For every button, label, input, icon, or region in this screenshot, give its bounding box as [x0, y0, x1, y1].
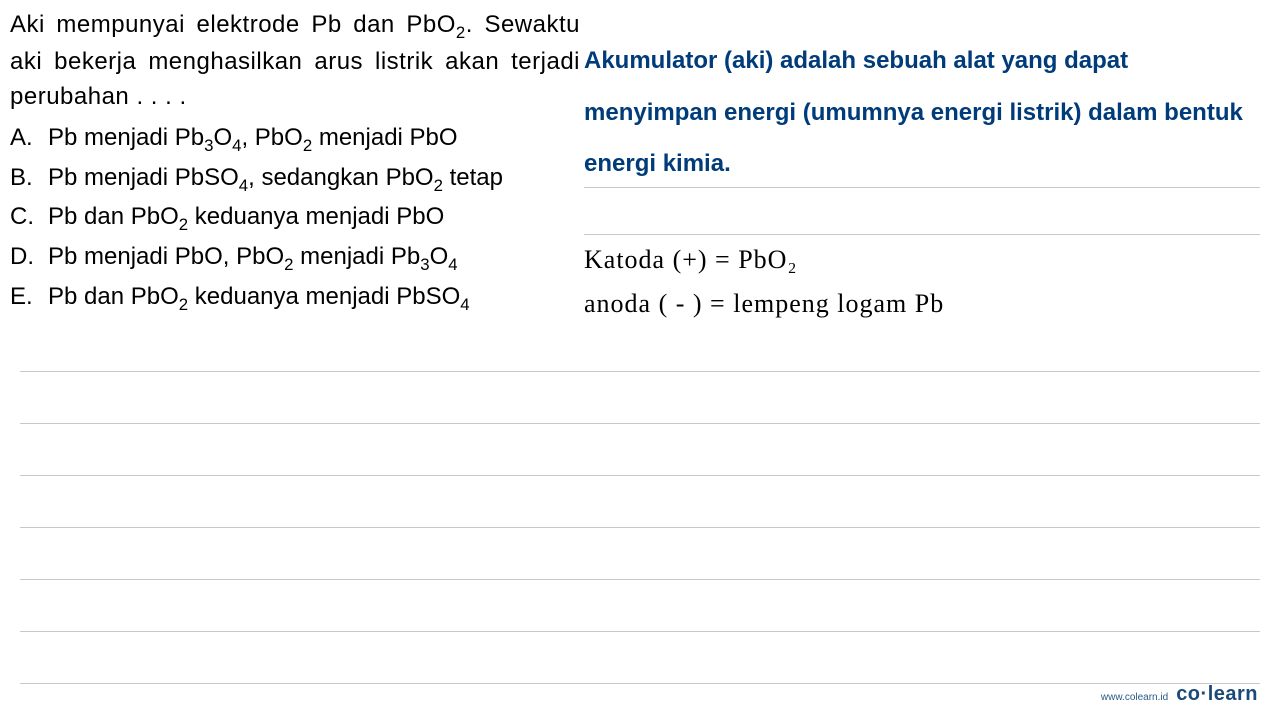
option-letter: C. — [10, 198, 48, 235]
rule-line — [20, 579, 1260, 580]
rule-line — [20, 475, 1260, 476]
explanation-column: Akumulator (aki) adalah sebuah alat yang… — [584, 35, 1254, 190]
footer: www.colearn.id co·learn — [1101, 683, 1258, 706]
option-a: A. Pb menjadi Pb3O4, PbO2 menjadi PbO — [10, 119, 580, 159]
rule-line — [584, 234, 1260, 235]
page-root: Aki mempunyai elektrode Pb dan PbO2. Sew… — [0, 0, 1280, 720]
footer-url: www.colearn.id — [1101, 692, 1168, 703]
rule-line — [20, 527, 1260, 528]
option-e: E. Pb dan PbO2 keduanya menjadi PbSO4 — [10, 278, 580, 318]
option-letter: E. — [10, 278, 48, 315]
option-letter: A. — [10, 119, 48, 156]
option-d: D. Pb menjadi PbO, PbO2 menjadi Pb3O4 — [10, 238, 580, 278]
rule-line — [20, 371, 1260, 372]
rule-line — [20, 683, 1260, 684]
handwritten-area: Katoda (+) = PbO₂ anoda ( - ) = lempeng … — [584, 238, 1254, 326]
handwritten-line-1: Katoda (+) = PbO₂ — [584, 238, 1254, 282]
option-c: C. Pb dan PbO2 keduanya menjadi PbO — [10, 198, 580, 238]
question-stem: Aki mempunyai elektrode Pb dan PbO2. Sew… — [10, 8, 580, 115]
option-text: Pb menjadi PbSO4, sedangkan PbO2 tetap — [48, 159, 580, 199]
footer-logo: co·learn — [1176, 683, 1258, 706]
option-text: Pb dan PbO2 keduanya menjadi PbO — [48, 198, 580, 238]
question-column: Aki mempunyai elektrode Pb dan PbO2. Sew… — [10, 8, 580, 318]
option-letter: D. — [10, 238, 48, 275]
option-text: Pb dan PbO2 keduanya menjadi PbSO4 — [48, 278, 580, 318]
handwritten-line-2: anoda ( - ) = lempeng logam Pb — [584, 282, 1254, 326]
option-text: Pb menjadi PbO, PbO2 menjadi Pb3O4 — [48, 238, 580, 278]
rule-line — [20, 423, 1260, 424]
rule-line — [20, 631, 1260, 632]
option-text: Pb menjadi Pb3O4, PbO2 menjadi PbO — [48, 119, 580, 159]
explanation-text: Akumulator (aki) adalah sebuah alat yang… — [584, 35, 1254, 190]
options-list: A. Pb menjadi Pb3O4, PbO2 menjadi PbO B.… — [10, 119, 580, 318]
option-letter: B. — [10, 159, 48, 196]
option-b: B. Pb menjadi PbSO4, sedangkan PbO2 teta… — [10, 159, 580, 199]
